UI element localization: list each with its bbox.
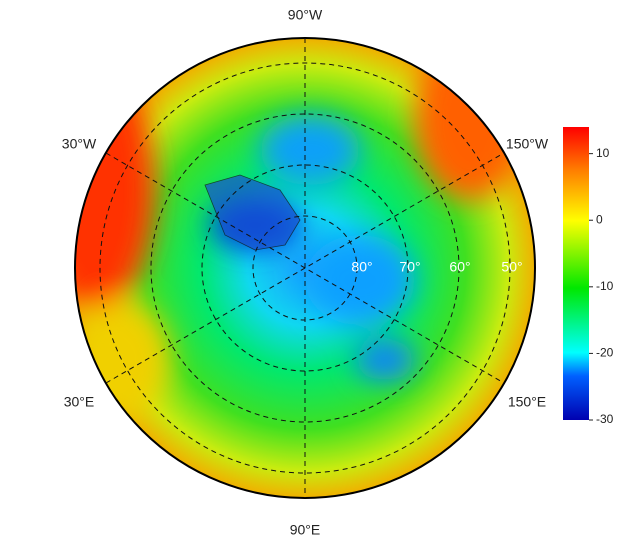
- longitude-label: 90°E: [290, 522, 321, 538]
- latitude-label: 50°: [501, 259, 522, 275]
- longitude-label: 150°E: [508, 394, 546, 410]
- latitude-label: 60°: [449, 259, 470, 275]
- longitude-label: 30°E: [64, 394, 95, 410]
- longitude-label: 30°W: [62, 136, 97, 152]
- colorbar-tick-label: -10: [596, 279, 614, 293]
- latitude-label: 70°: [399, 259, 420, 275]
- colorbar-tick-label: -30: [596, 412, 614, 426]
- graticule: [99, 38, 511, 498]
- latitude-label: 80°: [351, 259, 372, 275]
- colorbar-tick-label: 0: [596, 212, 603, 226]
- longitude-label: 150°W: [506, 136, 549, 152]
- colorbar-tick-label: -20: [596, 346, 614, 360]
- colorbar-tick-label: 10: [596, 146, 610, 160]
- longitude-label: 90°W: [288, 7, 323, 23]
- colorbar: [563, 127, 589, 420]
